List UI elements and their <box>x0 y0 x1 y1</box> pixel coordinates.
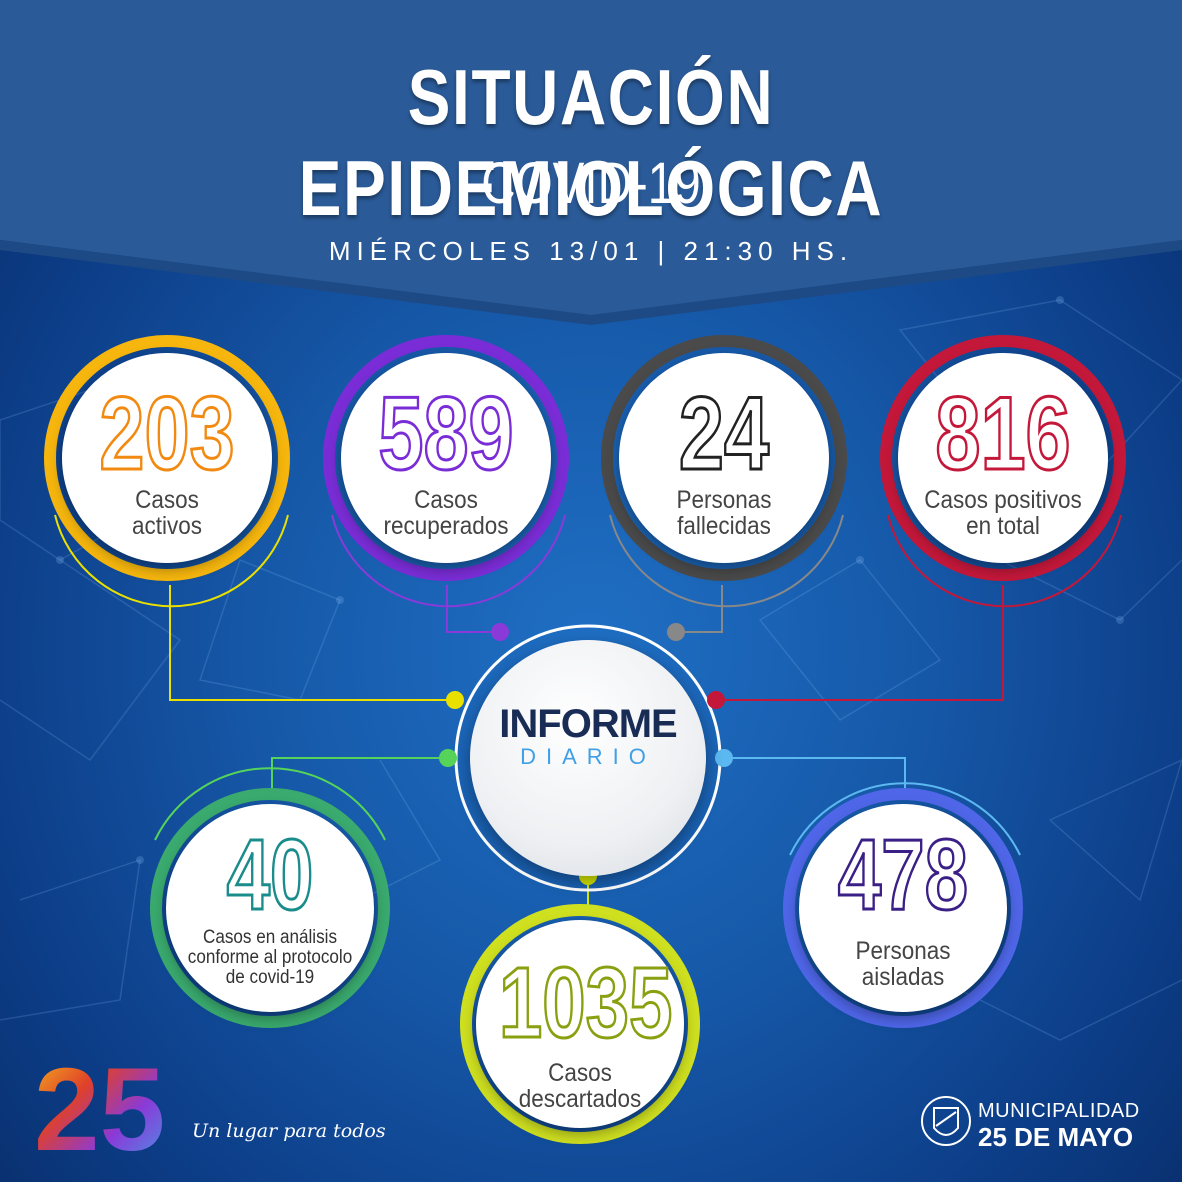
svg-text:25: 25 <box>34 1058 165 1158</box>
informe-label: INFORME <box>499 702 677 746</box>
stat-label: Casos activos <box>131 486 203 540</box>
stat-value: 203 <box>98 375 236 494</box>
stat-personas-fallecidas: 24 Personas fallecidas <box>619 353 829 563</box>
stat-label: Personas aisladas <box>855 937 951 991</box>
municipalidad-label: MUNICIPALIDAD <box>978 1100 1140 1122</box>
diario-label: DIARIO <box>520 744 656 769</box>
stat-casos-positivos: 816 Casos positivos en total <box>898 353 1108 563</box>
stat-value: 24 <box>678 375 771 494</box>
page-title: SITUACIÓN EPIDEMIOLÓGICA <box>298 53 884 232</box>
stat-value: 589 <box>377 375 515 494</box>
stat-value: 478 <box>837 818 969 933</box>
coat-of-arms-icon <box>921 1096 971 1146</box>
municipalidad-name: 25 DE MAYO <box>978 1122 1134 1152</box>
page-subtitle: COVID-19 <box>481 151 701 216</box>
stat-value: 816 <box>934 375 1072 494</box>
stat-casos-activos: 203 Casos activos <box>62 353 272 563</box>
stat-label: Casos positivos en total <box>924 486 1082 540</box>
stat-personas-aisladas: 478 Personas aisladas <box>799 804 1007 1012</box>
stat-value: 1035 <box>498 946 674 1061</box>
informe-diario-badge: INFORME DIARIO <box>470 640 706 876</box>
stat-casos-descartados: 1035 Casos descartados <box>476 920 684 1128</box>
slogan: Un lugar para todos <box>192 1120 386 1142</box>
stat-casos-recuperados: 589 Casos recuperados <box>341 353 551 563</box>
stat-label: Casos descartados <box>518 1059 642 1113</box>
stat-value: 40 <box>225 818 314 933</box>
logo-25-icon: 25 <box>34 1058 165 1158</box>
stat-label: Casos recuperados <box>383 486 509 540</box>
report-date: MIÉRCOLES 13/01 | 21:30 HS. <box>328 236 854 266</box>
stat-label: Personas fallecidas <box>676 486 772 540</box>
stat-label: Casos en análisis conforme al protocolo de… <box>187 927 353 988</box>
stat-casos-en-analisis: 40 Casos en análisis conforme al protocol… <box>166 804 374 1012</box>
